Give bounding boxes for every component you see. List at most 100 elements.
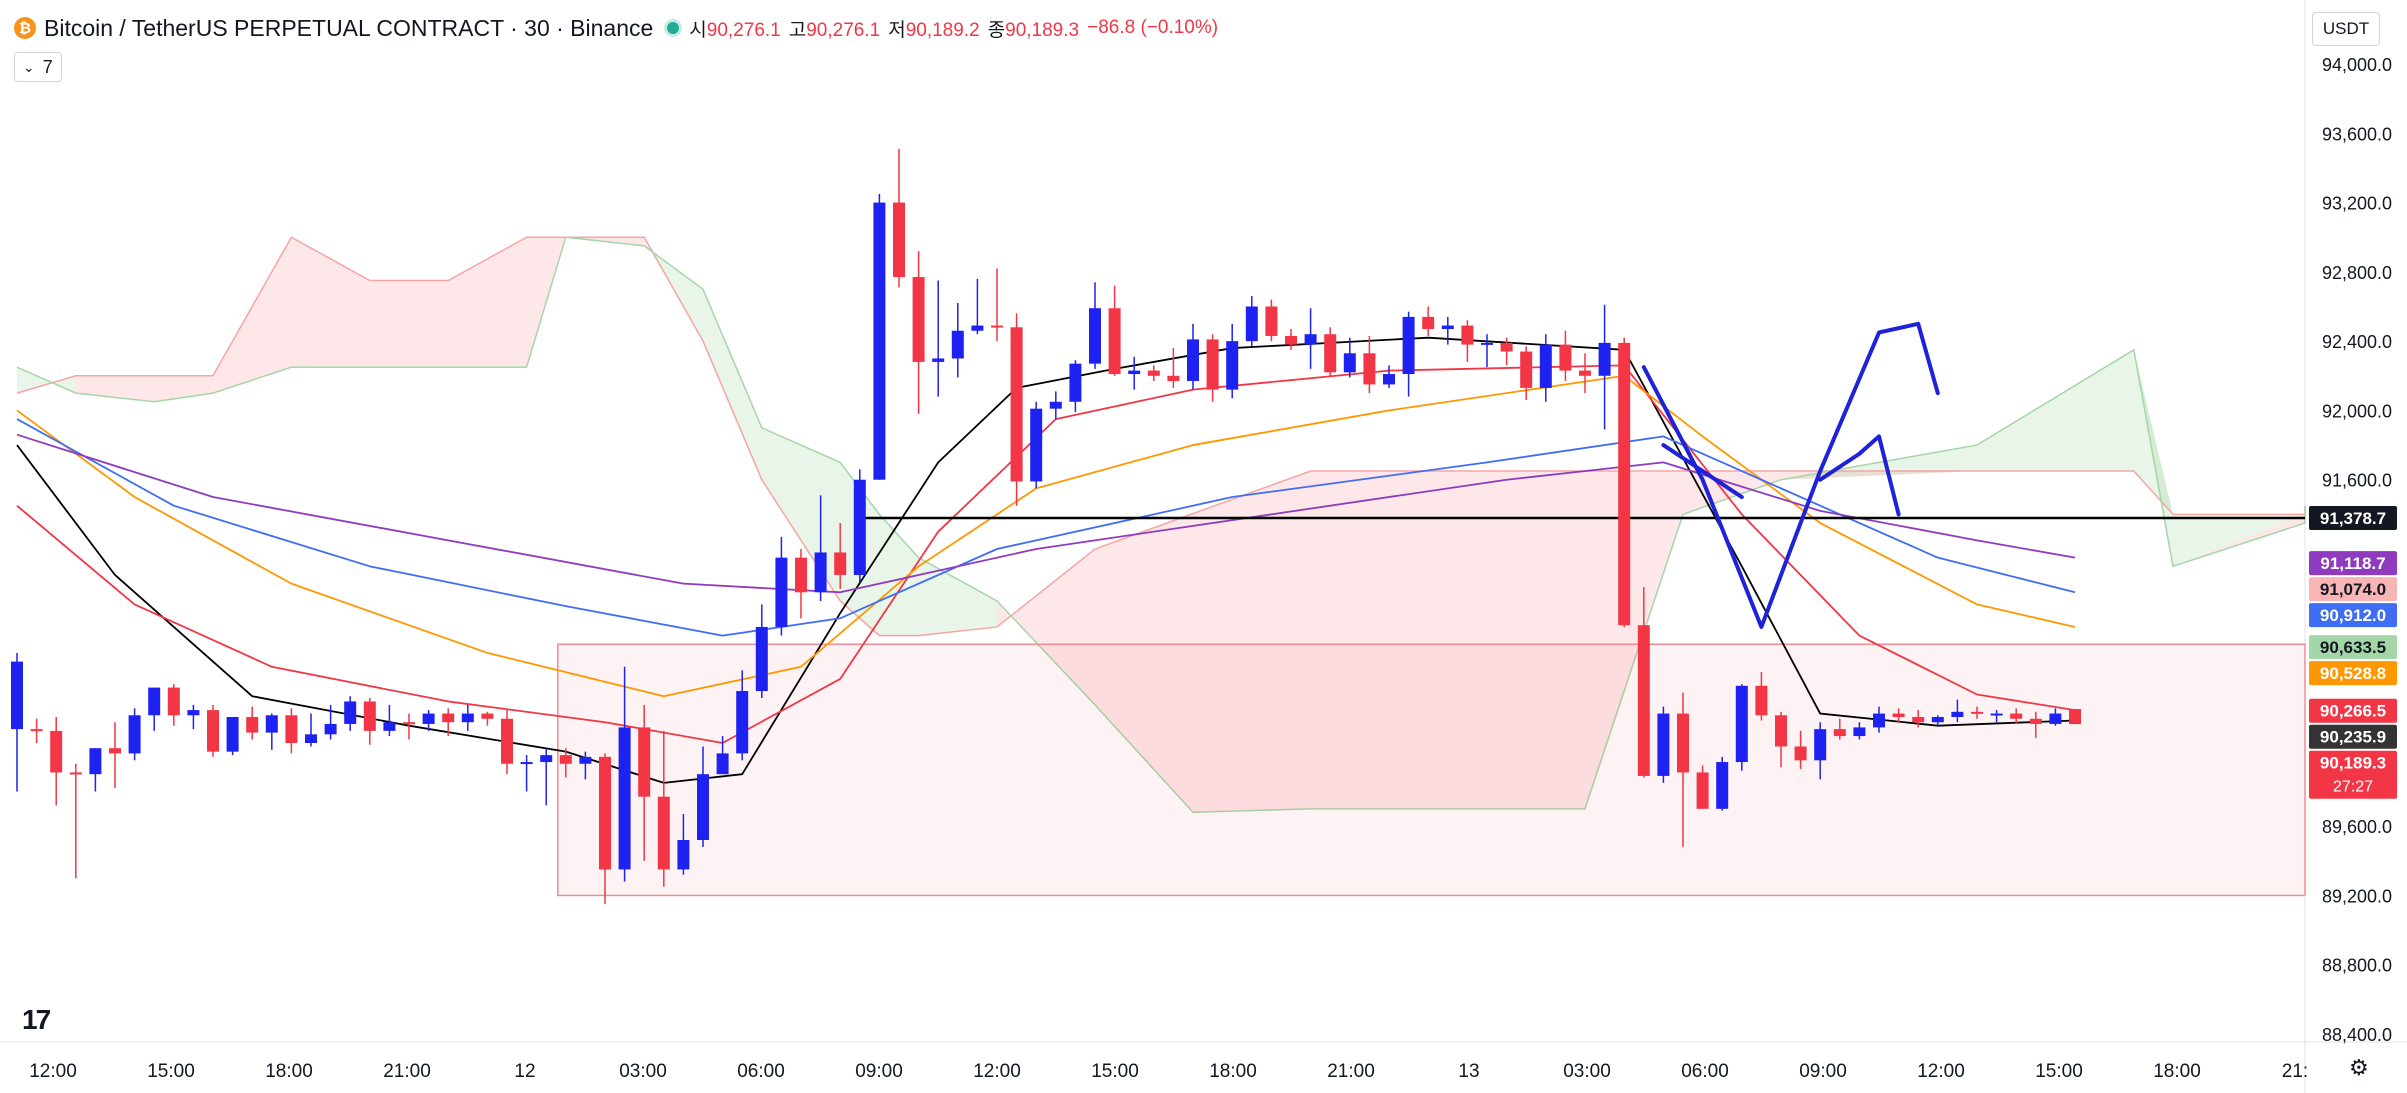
candle-body bbox=[814, 552, 827, 593]
symbol-title[interactable]: Bitcoin / TetherUS PERPETUAL CONTRACT · … bbox=[44, 14, 654, 41]
candle bbox=[834, 523, 847, 589]
candle-body bbox=[442, 713, 455, 723]
candle bbox=[403, 713, 415, 740]
cloud-segment bbox=[1977, 349, 2173, 515]
candle bbox=[1775, 711, 1787, 768]
indicator-count: 7 bbox=[42, 56, 53, 77]
y-tick-label: 94,000.0 bbox=[2322, 55, 2392, 75]
candle bbox=[599, 753, 611, 905]
candle-body bbox=[1500, 342, 1513, 352]
candle-body bbox=[187, 710, 200, 716]
candle-body bbox=[971, 325, 984, 331]
price-label-box bbox=[2309, 635, 2397, 660]
candle bbox=[1187, 323, 1199, 390]
candle-body bbox=[2069, 709, 2081, 725]
candle bbox=[657, 730, 670, 887]
candle bbox=[755, 604, 768, 698]
y-tick-label: 93,200.0 bbox=[2322, 194, 2392, 214]
candle-body bbox=[2049, 713, 2062, 724]
candle-body bbox=[579, 756, 592, 764]
candle bbox=[1539, 334, 1552, 402]
candle-body bbox=[1912, 717, 1925, 723]
x-tick-label: 12:00 bbox=[1917, 1061, 1965, 1082]
candle-body bbox=[1206, 339, 1219, 390]
y-tick-label: 92,400.0 bbox=[2322, 332, 2392, 352]
candle bbox=[50, 717, 63, 806]
x-tick-label: 09:00 bbox=[855, 1061, 903, 1082]
ohlc-low: 저90,189.2 bbox=[888, 19, 980, 41]
y-tick-label: 89,200.0 bbox=[2322, 886, 2392, 906]
candle bbox=[69, 763, 82, 879]
candle-body bbox=[1755, 685, 1768, 716]
candle bbox=[383, 704, 396, 737]
candle bbox=[89, 748, 102, 792]
candle-body bbox=[618, 727, 631, 870]
candle bbox=[1931, 715, 1944, 726]
candle-body bbox=[363, 701, 376, 731]
candle-body bbox=[1402, 316, 1415, 375]
candle bbox=[1030, 401, 1043, 489]
candle-body bbox=[1441, 325, 1454, 330]
candle bbox=[1481, 334, 1493, 368]
candle bbox=[1363, 335, 1376, 394]
candle-body bbox=[991, 325, 1003, 328]
candle bbox=[1873, 706, 1885, 733]
gear-icon[interactable]: ⚙ bbox=[2349, 1055, 2369, 1080]
price-label-text: 90,266.5 bbox=[2320, 702, 2386, 721]
price-labels: 91,378.7 91,118.7 91,074.0 90,912.0 90,633.5… bbox=[2309, 506, 2397, 799]
candle bbox=[207, 704, 219, 757]
candle bbox=[1441, 316, 1454, 345]
candle-body bbox=[559, 755, 572, 764]
x-tick-label: 06:00 bbox=[1681, 1061, 1729, 1082]
candle-body bbox=[148, 687, 161, 716]
candle-body bbox=[461, 713, 474, 723]
candle bbox=[1735, 684, 1748, 771]
cloud-segment bbox=[1193, 471, 1448, 813]
candle bbox=[1324, 327, 1337, 376]
candle-body bbox=[1637, 625, 1650, 776]
candle-body bbox=[716, 753, 729, 775]
candle bbox=[618, 666, 631, 882]
support-zone-rect bbox=[557, 643, 2306, 897]
cloud-segment bbox=[1683, 471, 1977, 515]
currency-button[interactable]: USDT bbox=[2312, 12, 2380, 46]
cloud-segment bbox=[1310, 471, 1585, 809]
candle bbox=[873, 193, 886, 480]
candle-body bbox=[1794, 746, 1807, 761]
candle bbox=[1304, 308, 1317, 369]
candle-body bbox=[755, 626, 768, 692]
price-label-text: 91,118.7 bbox=[2320, 554, 2385, 573]
candle-body bbox=[1931, 717, 1944, 723]
x-tick-label: 12:00 bbox=[973, 1061, 1021, 1082]
candle-body bbox=[1304, 334, 1317, 345]
candle-body bbox=[853, 479, 866, 575]
candle-body bbox=[1245, 306, 1258, 342]
candle bbox=[128, 708, 141, 761]
candle bbox=[422, 710, 435, 731]
x-tick-label: 21: bbox=[2282, 1061, 2308, 1082]
x-tick-label: 21:00 bbox=[1327, 1061, 1375, 1082]
price-label-text: 90,235.9 bbox=[2320, 728, 2386, 747]
candle bbox=[2069, 709, 2081, 725]
tradingview-logo[interactable]: 17 bbox=[22, 1004, 51, 1035]
y-tick-label: 91,600.0 bbox=[2322, 471, 2392, 491]
price-label-text: 90,189.3 bbox=[2320, 754, 2386, 773]
candle-body bbox=[1324, 334, 1337, 373]
candle-body bbox=[1853, 727, 1866, 737]
candle bbox=[1167, 348, 1180, 388]
candle-body bbox=[1226, 341, 1239, 390]
y-tick-label: 88,800.0 bbox=[2322, 956, 2392, 976]
candle-body bbox=[403, 722, 415, 725]
ma-line-purple bbox=[16, 433, 2076, 594]
price-label-text: 90,528.8 bbox=[2320, 664, 2386, 683]
y-tick-label: 93,600.0 bbox=[2322, 124, 2392, 144]
candle bbox=[775, 536, 788, 636]
candle bbox=[1716, 756, 1729, 811]
price-label-box bbox=[2309, 506, 2397, 531]
candle-body bbox=[1696, 772, 1709, 809]
candle-body bbox=[501, 718, 513, 764]
candle bbox=[1637, 587, 1650, 778]
price-label-box bbox=[2309, 603, 2397, 628]
indicators-toggle-button[interactable]: ⌄ 7 bbox=[14, 52, 62, 82]
